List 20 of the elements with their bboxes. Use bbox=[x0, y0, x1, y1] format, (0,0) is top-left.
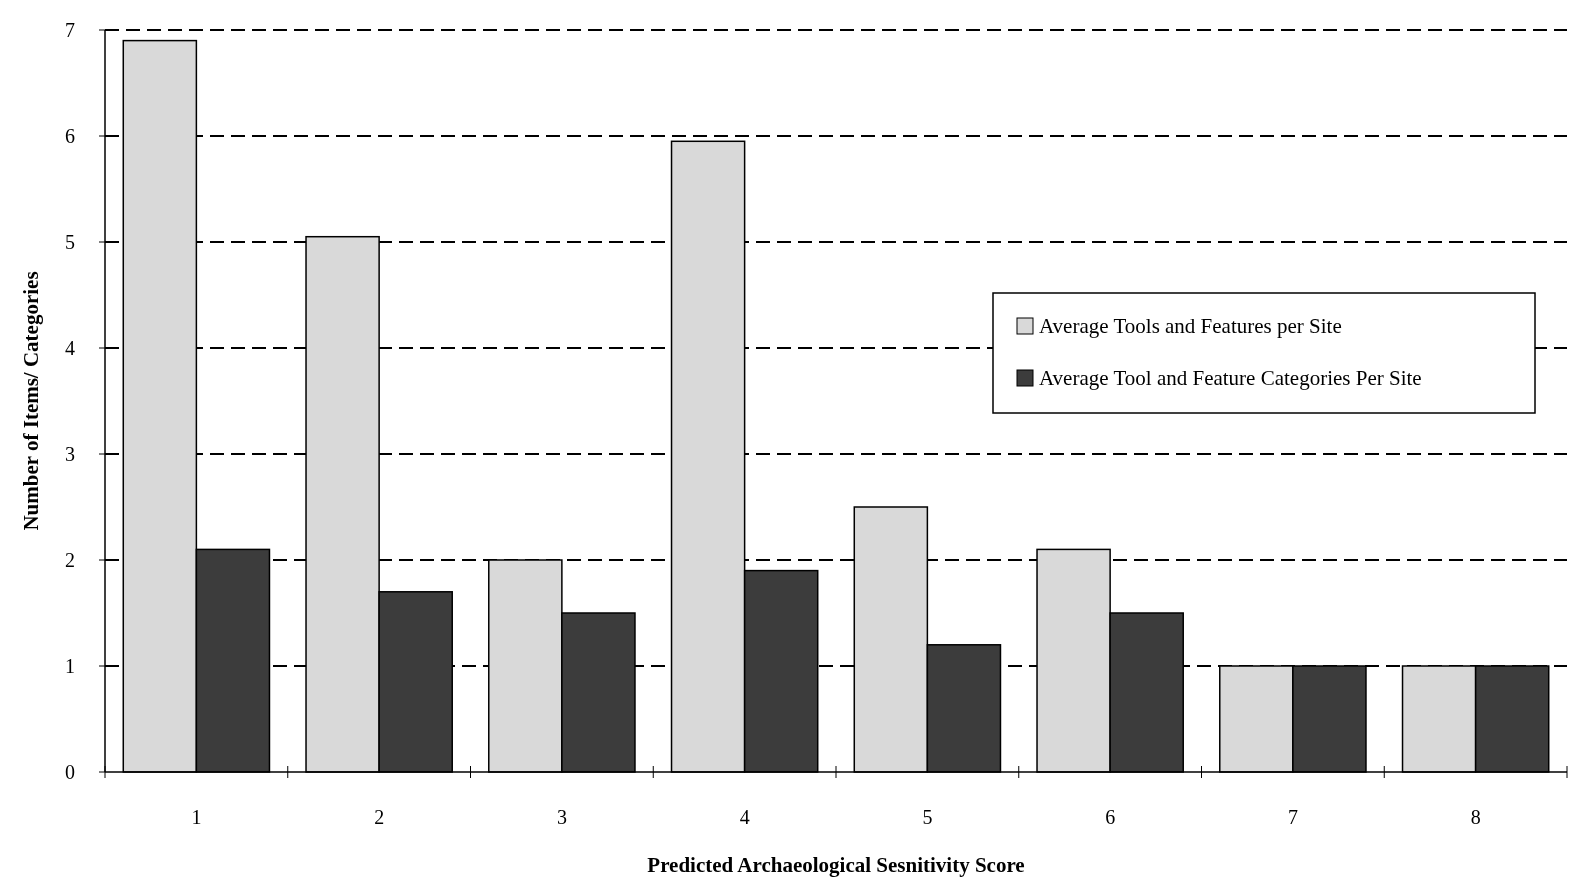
x-axis-title: Predicted Archaeological Sesnitivity Score bbox=[647, 853, 1025, 877]
x-tick-label: 2 bbox=[374, 806, 385, 828]
y-tick-label: 1 bbox=[65, 655, 75, 677]
y-tick-label: 0 bbox=[65, 761, 75, 783]
y-tick-label: 4 bbox=[65, 337, 75, 359]
y-tick-label: 3 bbox=[65, 443, 75, 465]
x-tick-label: 8 bbox=[1470, 806, 1481, 828]
legend-label: Average Tool and Feature Categories Per Site bbox=[1039, 366, 1422, 391]
x-tick-label: 1 bbox=[191, 806, 202, 828]
y-tick-label: 6 bbox=[65, 125, 75, 147]
y-axis-title: Number of Items/ Categories bbox=[19, 271, 43, 531]
x-tick-label: 5 bbox=[922, 806, 933, 828]
y-tick-label: 7 bbox=[65, 19, 75, 41]
y-tick-label: 2 bbox=[65, 549, 75, 571]
x-tick-label: 3 bbox=[556, 806, 567, 828]
legend-label: Average Tools and Features per Site bbox=[1039, 314, 1342, 339]
x-tick-label: 4 bbox=[739, 806, 750, 828]
y-tick-label: 5 bbox=[65, 231, 75, 253]
x-tick-label: 6 bbox=[1105, 806, 1116, 828]
x-tick-label: 7 bbox=[1287, 806, 1298, 828]
